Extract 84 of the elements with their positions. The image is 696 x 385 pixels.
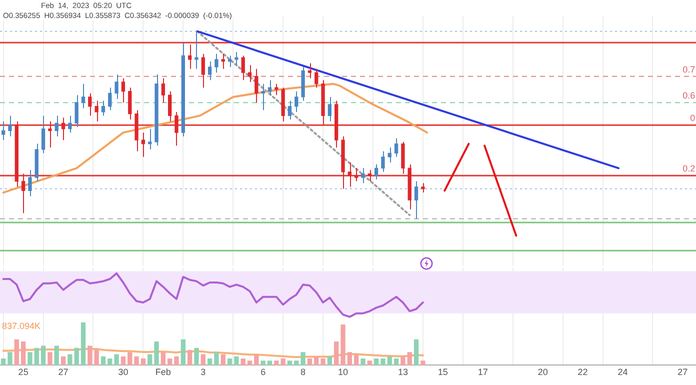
bar [407,352,412,366]
x-tick-label: 27 [58,367,68,378]
bar [347,352,352,366]
bar [267,360,272,366]
bar [134,356,139,366]
x-tick-label: Feb [155,367,171,378]
bar [140,358,146,366]
bar [327,356,332,366]
x-tick-label: 25 [18,367,28,378]
bar [360,358,366,366]
annotation: 0.7 [682,64,696,74]
bar [194,348,199,366]
bar [314,356,319,366]
bar [180,339,186,366]
bar [254,354,259,366]
bar [294,360,299,366]
bar [340,324,346,366]
bar [174,356,179,366]
bar [68,354,72,366]
bar [394,358,399,366]
bar [287,360,292,366]
bar [114,354,119,366]
x-tick-label: 17 [478,367,488,378]
bar [8,352,12,366]
bar [28,352,32,366]
x-tick-label: 10 [338,367,348,378]
bar [207,358,212,366]
bar [54,346,59,366]
bar [148,354,152,366]
bar [374,358,379,366]
bar [160,352,166,366]
bar [214,352,219,366]
x-tick-label: 13 [398,367,408,378]
bar [334,341,339,366]
bar [80,322,86,366]
bar [200,354,206,366]
bar [34,348,39,366]
bar [220,354,226,366]
bar [1,358,6,366]
bar [40,346,46,366]
annotation: 0.2 [682,164,696,174]
bar [274,360,279,366]
bar [48,352,52,366]
x-tick-label: 22 [578,367,588,378]
bar [260,360,266,366]
bar [300,352,306,366]
bar [280,358,286,366]
bar [168,358,172,366]
bar [240,358,246,366]
annotation: 0 [690,113,696,124]
bar [14,339,19,366]
bar [74,348,79,366]
x-tick-label: 3 [200,367,206,378]
x-tick-label: 24 [618,367,628,378]
bar [380,358,386,366]
bar [108,358,112,366]
bar [227,358,232,366]
bar [88,346,92,366]
bar [60,356,66,366]
bar [120,356,126,366]
bar [320,358,326,366]
x-tick-label: 6 [260,367,266,378]
x-tick-label: 27 [678,367,688,378]
bar [354,354,359,366]
bar [367,360,372,366]
x-tick-label: 20 [538,367,548,378]
bar [414,339,419,366]
x-tick-label: 30 [118,367,128,378]
bar [247,360,252,366]
bar [154,341,159,366]
annotation: 837.094K [2,320,41,331]
x-tick-label: 8 [300,367,306,378]
annotation: 0.6 [682,90,696,101]
bar [387,356,392,366]
bar [234,356,239,366]
bar [187,350,192,366]
bar [20,341,26,366]
bar [400,356,406,366]
bar [307,358,312,366]
bar [100,356,106,366]
bar [128,352,132,366]
bar [94,350,99,366]
bar [420,360,426,366]
x-tick-label: 15 [438,367,448,378]
